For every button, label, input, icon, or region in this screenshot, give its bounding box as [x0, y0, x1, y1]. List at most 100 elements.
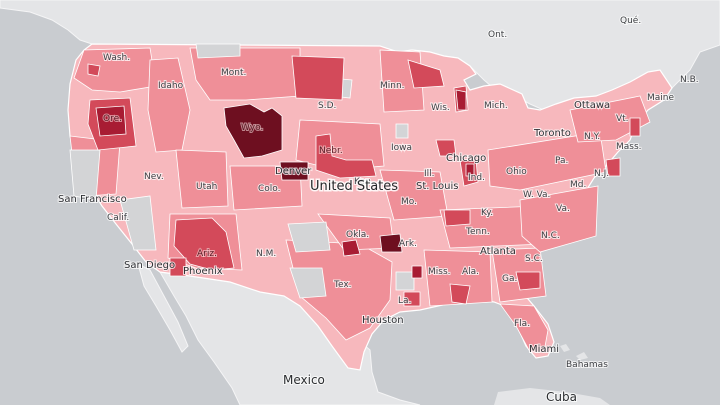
city-label: Phoenix	[183, 266, 223, 277]
level-2-regions[interactable]	[69, 47, 651, 353]
city-label: Miami	[529, 344, 559, 355]
country-label: Mexico	[283, 373, 325, 387]
no-data-montana-north	[195, 43, 241, 59]
hotspot-oklahoma[interactable]	[341, 239, 361, 257]
hotspot-arizona[interactable]	[173, 217, 235, 271]
hotspot-arkansas[interactable]	[379, 233, 403, 253]
state-label: Ark.	[399, 239, 417, 249]
level-5-hotspots[interactable]	[223, 103, 403, 253]
hotspot-wisconsin[interactable]	[435, 139, 457, 157]
no-data-texas-west	[289, 267, 327, 299]
state-label: N.C.	[541, 231, 560, 241]
city-label: Ottawa	[574, 100, 610, 111]
hotspot-missouri-south[interactable]	[411, 265, 423, 279]
city-label: Toronto	[533, 128, 571, 139]
province-label: N.B.	[680, 75, 699, 85]
hotspot-minnesota[interactable]	[407, 59, 445, 89]
state-label: N.Y.	[584, 132, 600, 142]
hotspot-colorado-north[interactable]	[279, 161, 309, 181]
province-label: Qué.	[620, 15, 641, 26]
state-label: La.	[398, 296, 411, 306]
state-label: N.J.	[594, 169, 609, 179]
hotspot-washington[interactable]	[87, 63, 101, 77]
province-label: Ont.	[488, 30, 507, 40]
state-label: Nebr.	[319, 146, 343, 156]
hotspot-nebraska[interactable]	[315, 133, 377, 179]
region-florida[interactable]	[499, 303, 549, 353]
hotspot-alabama[interactable]	[449, 283, 471, 305]
state-label: Maine	[647, 93, 674, 103]
state-label: Va.	[556, 204, 570, 214]
city-labels: San Francisco San Diego Phoenix Denver C…	[57, 99, 611, 371]
no-data-new-mexico	[287, 221, 331, 253]
baja-peninsula	[137, 263, 189, 353]
city-label: San Francisco	[58, 194, 127, 205]
state-label: Pa.	[555, 156, 568, 166]
hotspot-louisiana[interactable]	[403, 291, 421, 307]
state-label: Ky.	[481, 208, 493, 218]
city-label: Chicago	[446, 153, 486, 164]
hotspot-kentucky[interactable]	[443, 209, 471, 227]
state-label: Tex.	[333, 280, 352, 290]
state-label: Wis.	[431, 103, 450, 113]
state-label: Wash.	[103, 53, 130, 63]
state-label: Ind.	[468, 173, 485, 183]
state-label: Calif.	[107, 213, 129, 223]
hotspot-south-dakota[interactable]	[291, 55, 345, 101]
state-label: Mont.	[221, 68, 246, 78]
state-label: Md.	[570, 180, 586, 190]
bahamas-islands	[560, 344, 588, 360]
hotspot-illinois[interactable]	[455, 89, 467, 111]
no-data-missouri-patch	[395, 123, 409, 139]
city-label: St. Louis	[416, 181, 458, 192]
no-data-oregon-west	[69, 149, 101, 201]
state-label: Vt.	[616, 114, 629, 124]
region-texas[interactable]	[285, 239, 393, 341]
region-virginia-carolinas[interactable]	[519, 185, 599, 253]
state-label: Tenn.	[465, 227, 490, 237]
state-label: S.D.	[318, 101, 336, 111]
level-4-hotspots[interactable]	[95, 89, 475, 279]
state-label: Ariz.	[197, 249, 217, 259]
hotspot-vermont[interactable]	[629, 117, 641, 137]
state-label: Iowa	[391, 143, 412, 153]
city-label: Denver	[275, 166, 312, 177]
region-utah[interactable]	[175, 149, 229, 209]
city-label: Houston	[362, 315, 404, 326]
state-label: Fla.	[514, 319, 530, 329]
region-montana[interactable]	[189, 47, 301, 101]
region-washington[interactable]	[73, 47, 157, 93]
hotspot-indiana-core[interactable]	[465, 163, 475, 177]
state-label: S.C.	[525, 254, 543, 264]
state-label: Mass.	[616, 142, 642, 152]
level-3-hotspots[interactable]	[87, 55, 641, 307]
state-label: Okla.	[346, 230, 369, 240]
state-label: Ohio	[506, 167, 527, 177]
hotspot-wyoming[interactable]	[223, 103, 283, 159]
hotspot-new-jersey[interactable]	[605, 157, 621, 177]
state-label: Wyo.	[241, 123, 263, 133]
state-label: W. Va.	[523, 190, 550, 200]
state-label: Mich.	[484, 101, 508, 111]
state-label: Ga.	[502, 274, 517, 284]
province-labels: Ont. Qué. N.B.	[487, 14, 700, 86]
city-label: San Diego	[124, 260, 175, 271]
hotspot-georgia[interactable]	[515, 271, 541, 291]
state-label: N.M.	[256, 249, 276, 259]
state-label: Ala.	[462, 267, 479, 277]
no-data-nevada	[119, 195, 157, 251]
state-label: Mo.	[401, 197, 417, 207]
state-label: Ore.	[103, 114, 122, 124]
country-label: United States	[310, 179, 398, 194]
state-label: Nev.	[144, 172, 164, 182]
state-label: Miss.	[428, 267, 451, 277]
state-label: Colo.	[258, 184, 281, 194]
hotspot-california-south[interactable]	[169, 257, 187, 277]
state-labels: Wash. Mont. Idaho Ore. Wyo. S.D. Nebr. N…	[102, 52, 675, 330]
state-label: Kan.	[354, 177, 374, 187]
region-alabama-mississippi[interactable]	[423, 249, 493, 307]
no-data-louisiana-patch	[395, 271, 415, 291]
hotspot-oregon-core[interactable]	[95, 105, 127, 137]
